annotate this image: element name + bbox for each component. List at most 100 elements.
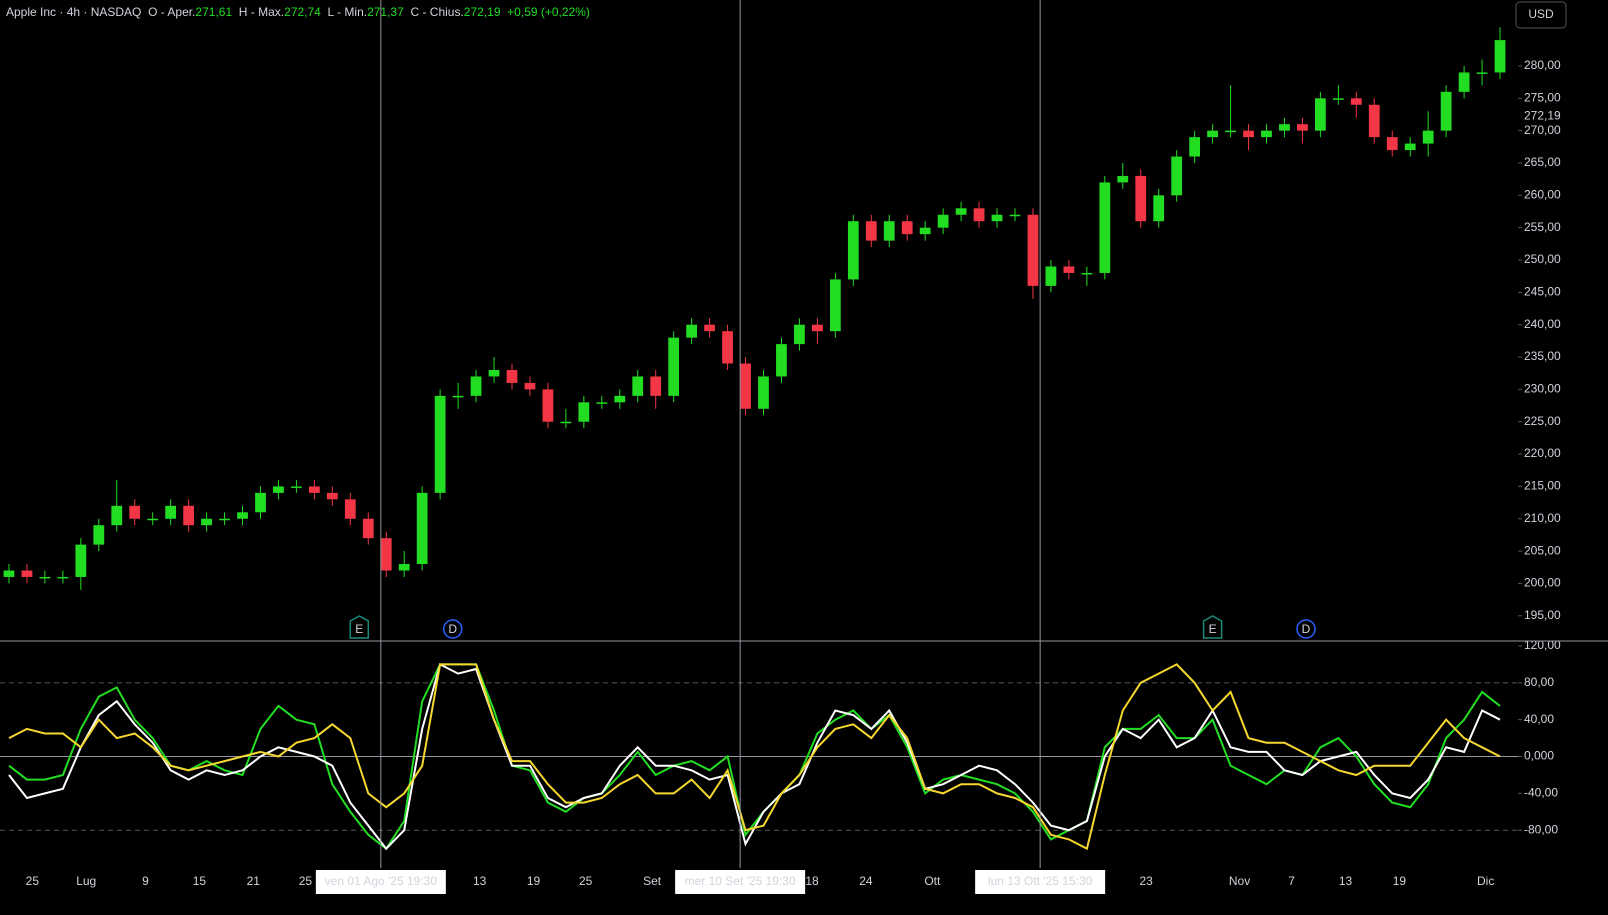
crosshair-box	[315, 870, 446, 894]
candle-body	[111, 505, 123, 526]
y-tick-label: 195,00	[1524, 608, 1561, 622]
y-tick-label: 210,00	[1524, 511, 1561, 525]
ohlc-value: 271,37	[367, 5, 404, 19]
candle-body	[1171, 156, 1183, 196]
currency-label[interactable]: USD	[1528, 7, 1554, 21]
candle-body	[1386, 137, 1398, 151]
candle-body	[1009, 214, 1021, 217]
y-tick-label: 270,00	[1524, 123, 1561, 137]
x-tick-label: 24	[859, 874, 873, 888]
candle-body	[1332, 98, 1344, 100]
candle-body	[614, 395, 626, 403]
oscillator-line	[8, 663, 1501, 851]
header: Apple Inc · 4h · NASDAQ O - Aper.271,61 …	[6, 5, 597, 19]
candle-body	[686, 324, 698, 338]
candle-body	[578, 402, 590, 422]
candle-body	[129, 505, 141, 519]
candle-body	[75, 544, 87, 577]
candle-body	[183, 505, 195, 526]
crosshair-box	[975, 870, 1106, 894]
candle-body	[722, 331, 733, 364]
y-tick-label: 200,00	[1524, 576, 1561, 590]
crosshair-label: lun 13 Ott '25 15:30	[988, 874, 1093, 888]
candle-body	[1117, 175, 1129, 183]
candle-body	[1063, 266, 1075, 273]
candle-body	[758, 376, 769, 409]
candle-body	[1315, 98, 1326, 131]
crosshair-label: ven 01 Ago '25 19:30	[325, 874, 438, 888]
candle-body	[1261, 130, 1272, 138]
y-tick-label: 225,00	[1524, 414, 1561, 428]
y-tick-label: 40,00	[1524, 712, 1554, 726]
ohlc-label: C - Chius.	[410, 5, 464, 19]
candle-body	[1368, 104, 1380, 138]
crosshair-box	[675, 870, 806, 894]
y-tick-label: 265,00	[1524, 155, 1561, 169]
candle-body	[219, 518, 230, 521]
x-tick-label: 19	[1393, 874, 1407, 888]
candle-body	[865, 221, 877, 241]
x-tick-label: Set	[643, 874, 662, 888]
event-marker	[349, 615, 370, 639]
ohlc-label: H - Max.	[238, 5, 285, 19]
candle-body	[1350, 98, 1362, 105]
candle-body	[1225, 130, 1236, 133]
currency-button[interactable]	[1515, 1, 1567, 29]
candle-body	[452, 395, 464, 398]
x-tick-label: 13	[473, 874, 487, 888]
ohlc-label: L - Min.	[327, 5, 368, 19]
crosshair-label: mer 10 Set '25 19:30	[685, 874, 796, 888]
candle-body	[1494, 40, 1506, 73]
y-tick-label: 220,00	[1524, 446, 1561, 460]
event-label: D	[448, 622, 457, 636]
candle-body	[1279, 124, 1290, 131]
x-tick-label: 15	[193, 874, 207, 888]
candle-body	[901, 221, 913, 235]
candle-body	[973, 208, 985, 222]
x-tick-label: 25	[579, 874, 593, 888]
candle-body	[704, 324, 715, 332]
candle-body	[470, 376, 482, 396]
candle-body	[273, 486, 284, 493]
y-tick-label: 215,00	[1524, 479, 1561, 493]
candle-body	[1045, 266, 1057, 286]
x-tick-label: Nov	[1229, 874, 1250, 888]
candle-body	[919, 227, 931, 235]
x-tick-label: 7	[1288, 874, 1295, 888]
x-tick-label: 25	[26, 874, 40, 888]
ohlc-label: O - Aper.	[148, 5, 196, 19]
symbol: Apple Inc · 4h · NASDAQ	[6, 5, 142, 19]
candle-body	[57, 576, 69, 579]
y-tick-label: 235,00	[1524, 349, 1561, 363]
event-marker	[442, 619, 463, 639]
y-tick-label: 280,00	[1524, 58, 1561, 72]
y-tick-label: 205,00	[1524, 543, 1561, 557]
candle-body	[147, 518, 159, 521]
candle-body	[1422, 130, 1434, 144]
candle-body	[362, 518, 374, 539]
candle-body	[21, 570, 33, 577]
candle-body	[291, 486, 302, 488]
ohlc-value: 271,61	[195, 5, 233, 19]
event-label: E	[355, 622, 363, 636]
candle-body	[542, 389, 554, 422]
change: +0,59 (+0,22%)	[507, 5, 590, 19]
candle-body	[937, 214, 949, 228]
candle-body	[1297, 124, 1308, 131]
candle-body	[829, 279, 841, 332]
candle-body	[794, 324, 805, 345]
candle-body	[955, 208, 967, 215]
candle-body	[560, 421, 572, 424]
y-tick-label: 245,00	[1524, 285, 1561, 299]
candle-body	[1476, 72, 1488, 74]
candle-body	[1458, 72, 1470, 92]
oscillator-line	[8, 663, 1501, 851]
candle-body	[1207, 130, 1218, 138]
y-tick-label: 230,00	[1524, 382, 1561, 396]
candle-body	[237, 512, 248, 519]
x-tick-label: Lug	[76, 874, 96, 888]
candle-body	[668, 337, 680, 396]
x-tick-label: 21	[247, 874, 261, 888]
